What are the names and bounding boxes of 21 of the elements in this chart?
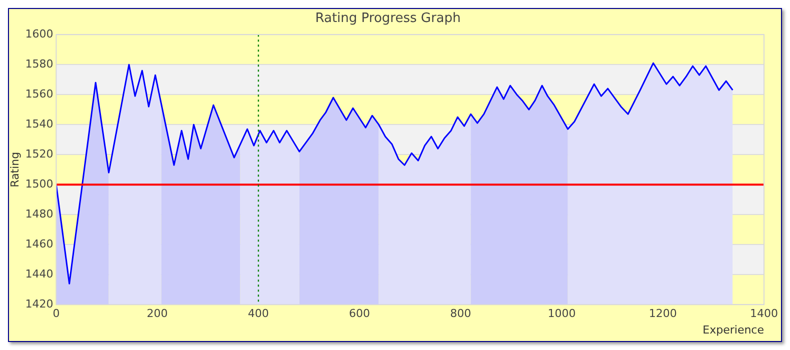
y-tick-label: 1480 bbox=[25, 207, 54, 220]
y-tick-label: 1600 bbox=[25, 27, 54, 40]
x-tick-label: 800 bbox=[450, 307, 472, 320]
y-tick-label: 1460 bbox=[25, 237, 54, 250]
chart-title: Rating Progress Graph bbox=[315, 11, 461, 26]
y-tick-label: 1540 bbox=[25, 117, 54, 130]
x-axis-title: Experience bbox=[702, 323, 764, 336]
y-tick-label: 1580 bbox=[25, 57, 54, 70]
x-tick-label: 0 bbox=[52, 307, 60, 320]
x-tick-label: 400 bbox=[248, 307, 269, 320]
y-axis-title: Rating bbox=[8, 152, 22, 188]
y-tick-label: 1520 bbox=[25, 147, 54, 160]
x-tick-label: 1200 bbox=[648, 307, 677, 320]
y-tick-label: 1560 bbox=[25, 87, 54, 100]
x-tick-label: 1400 bbox=[750, 307, 778, 320]
y-tick-label: 1500 bbox=[25, 177, 54, 190]
x-tick-label: 600 bbox=[349, 307, 370, 320]
y-tick-label: 1420 bbox=[25, 297, 54, 310]
x-tick-label: 1000 bbox=[548, 307, 576, 320]
x-tick-label: 200 bbox=[146, 307, 168, 320]
y-tick-label: 1440 bbox=[25, 267, 54, 280]
